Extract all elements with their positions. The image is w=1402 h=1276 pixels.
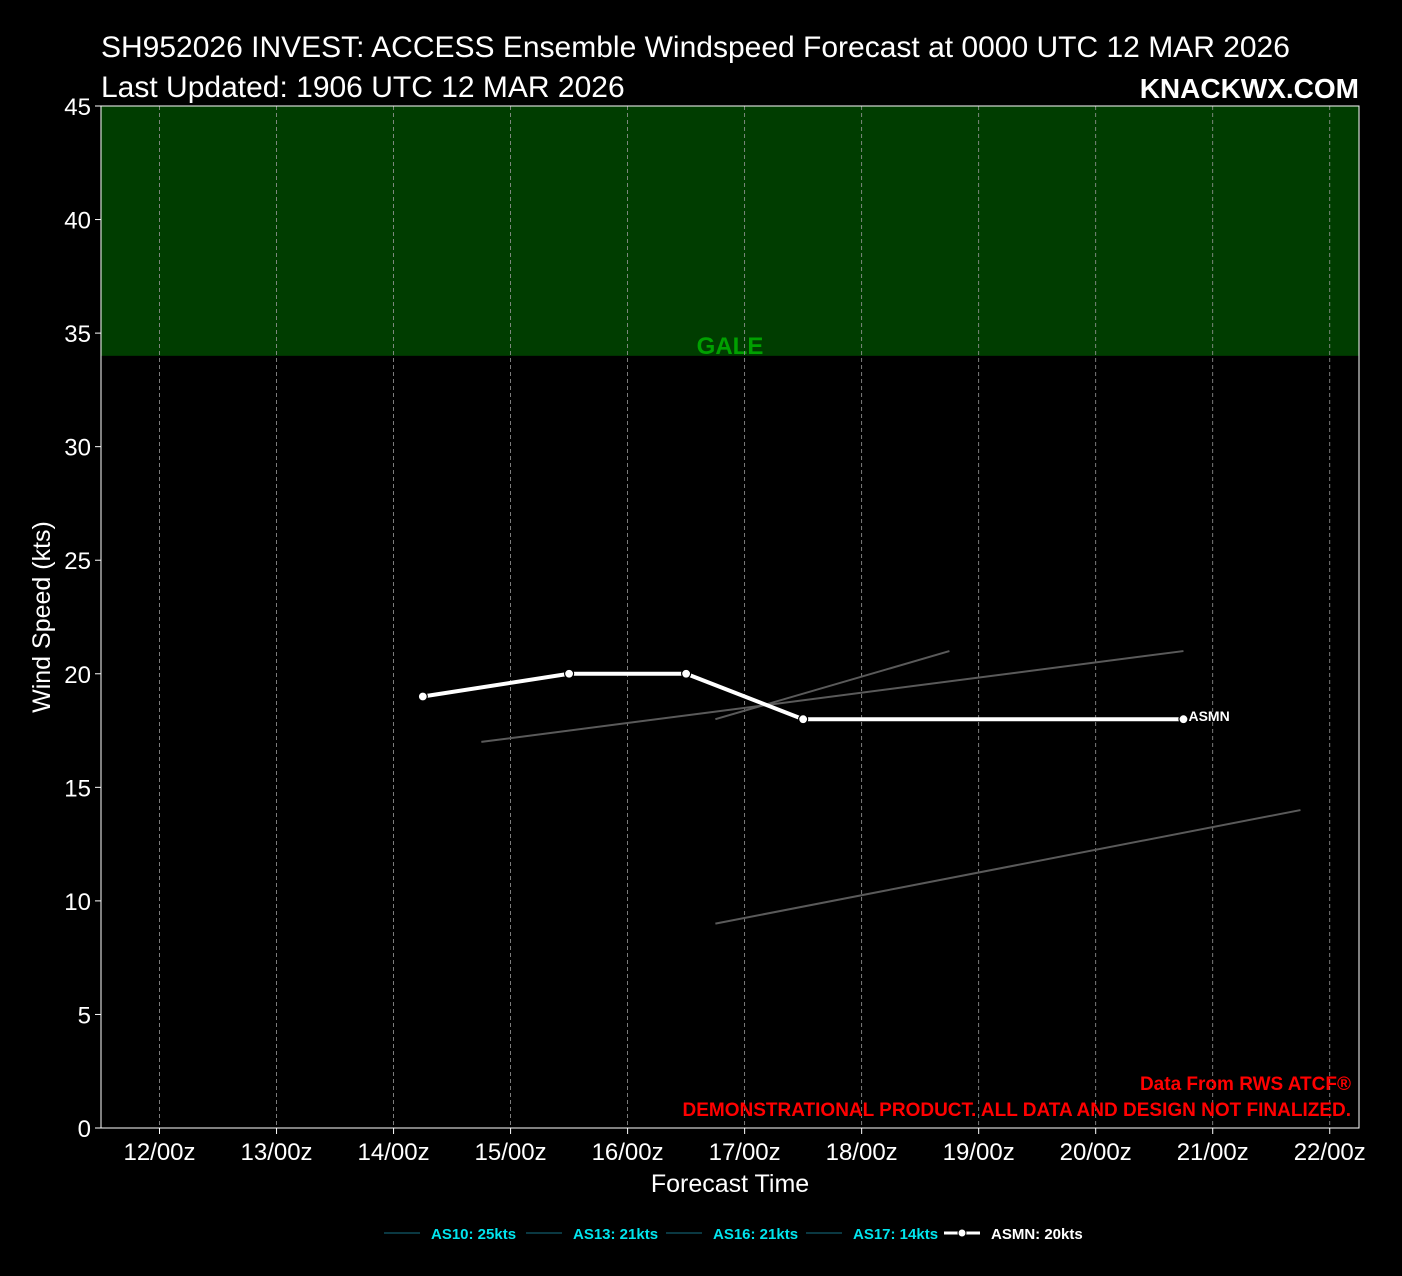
y-axis-label: Wind Speed (kts) (28, 521, 56, 713)
x-tick-label: 13/00z (241, 1139, 313, 1166)
x-tick-label: 16/00z (592, 1139, 664, 1166)
y-tick-label: 20 (64, 662, 91, 689)
x-tick-label: 19/00z (943, 1139, 1015, 1166)
legend-marker (957, 1228, 967, 1238)
legend-item-as16: AS16: 21kts (713, 1226, 798, 1243)
mean-point (681, 668, 692, 679)
chart-subtitle: Last Updated: 1906 UTC 12 MAR 2026 (101, 71, 625, 104)
x-tick-label: 14/00z (358, 1139, 430, 1166)
x-tick-label: 21/00z (1177, 1139, 1249, 1166)
x-axis-ticks: 12/00z 13/00z 14/00z 15/00z 16/00z 17/00z 18/0… (123, 1128, 1366, 1166)
member-line-as16 (715, 809, 1301, 925)
mean-end-label: ASMN (1188, 708, 1229, 724)
mean-point (1178, 714, 1189, 725)
mean-point (417, 691, 428, 702)
member-line-as13 (715, 650, 950, 721)
legend: AS10: 25kts AS13: 21kts AS16: 21kts AS17: 1… (384, 1226, 1083, 1243)
legend-item-as10: AS10: 25kts (431, 1226, 516, 1243)
y-tick-label: 0 (78, 1116, 91, 1143)
legend-item-as13: AS13: 21kts (573, 1226, 658, 1243)
y-axis-ticks: 0 5 10 15 20 25 30 35 40 45 (64, 94, 101, 1143)
y-tick-label: 30 (64, 435, 91, 462)
y-tick-label: 5 (78, 1002, 91, 1029)
member-lines (481, 650, 1301, 925)
x-tick-label: 17/00z (709, 1139, 781, 1166)
x-tick-label: 18/00z (826, 1139, 898, 1166)
mean-line-group: ASMN (417, 668, 1230, 725)
y-tick-label: 45 (64, 94, 91, 121)
brand-label: KNACKWX.COM (1140, 73, 1359, 104)
x-axis-label: Forecast Time (651, 1170, 809, 1198)
legend-item-asmn: ASMN: 20kts (991, 1226, 1083, 1243)
x-tick-label: 22/00z (1294, 1139, 1366, 1166)
chart-title: SH952026 INVEST: ACCESS Ensemble Windspe… (101, 31, 1290, 64)
mean-point (563, 668, 575, 679)
y-tick-label: 25 (64, 548, 91, 575)
member-line-as10 (481, 650, 1184, 743)
x-tick-label: 12/00z (123, 1139, 195, 1166)
plot-area: GALE ASMN (100, 105, 1360, 1129)
x-tick-label: 15/00z (475, 1139, 547, 1166)
y-tick-label: 40 (64, 208, 91, 235)
gale-threshold-band (101, 106, 1359, 356)
grid-lines (159, 106, 1331, 1128)
mean-point (798, 714, 809, 725)
disclaimer-text: DEMONSTRATIONAL PRODUCT. ALL DATA AND DE… (683, 1100, 1352, 1121)
data-source-credit: Data From RWS ATCF® (1140, 1074, 1351, 1095)
y-tick-label: 15 (64, 775, 91, 802)
legend-item-as17: AS17: 14kts (853, 1226, 938, 1243)
gale-threshold-label: GALE (697, 333, 764, 360)
y-tick-label: 10 (64, 889, 91, 916)
x-tick-label: 20/00z (1060, 1139, 1132, 1166)
plot-frame (100, 105, 1360, 1129)
y-tick-label: 35 (64, 321, 91, 348)
